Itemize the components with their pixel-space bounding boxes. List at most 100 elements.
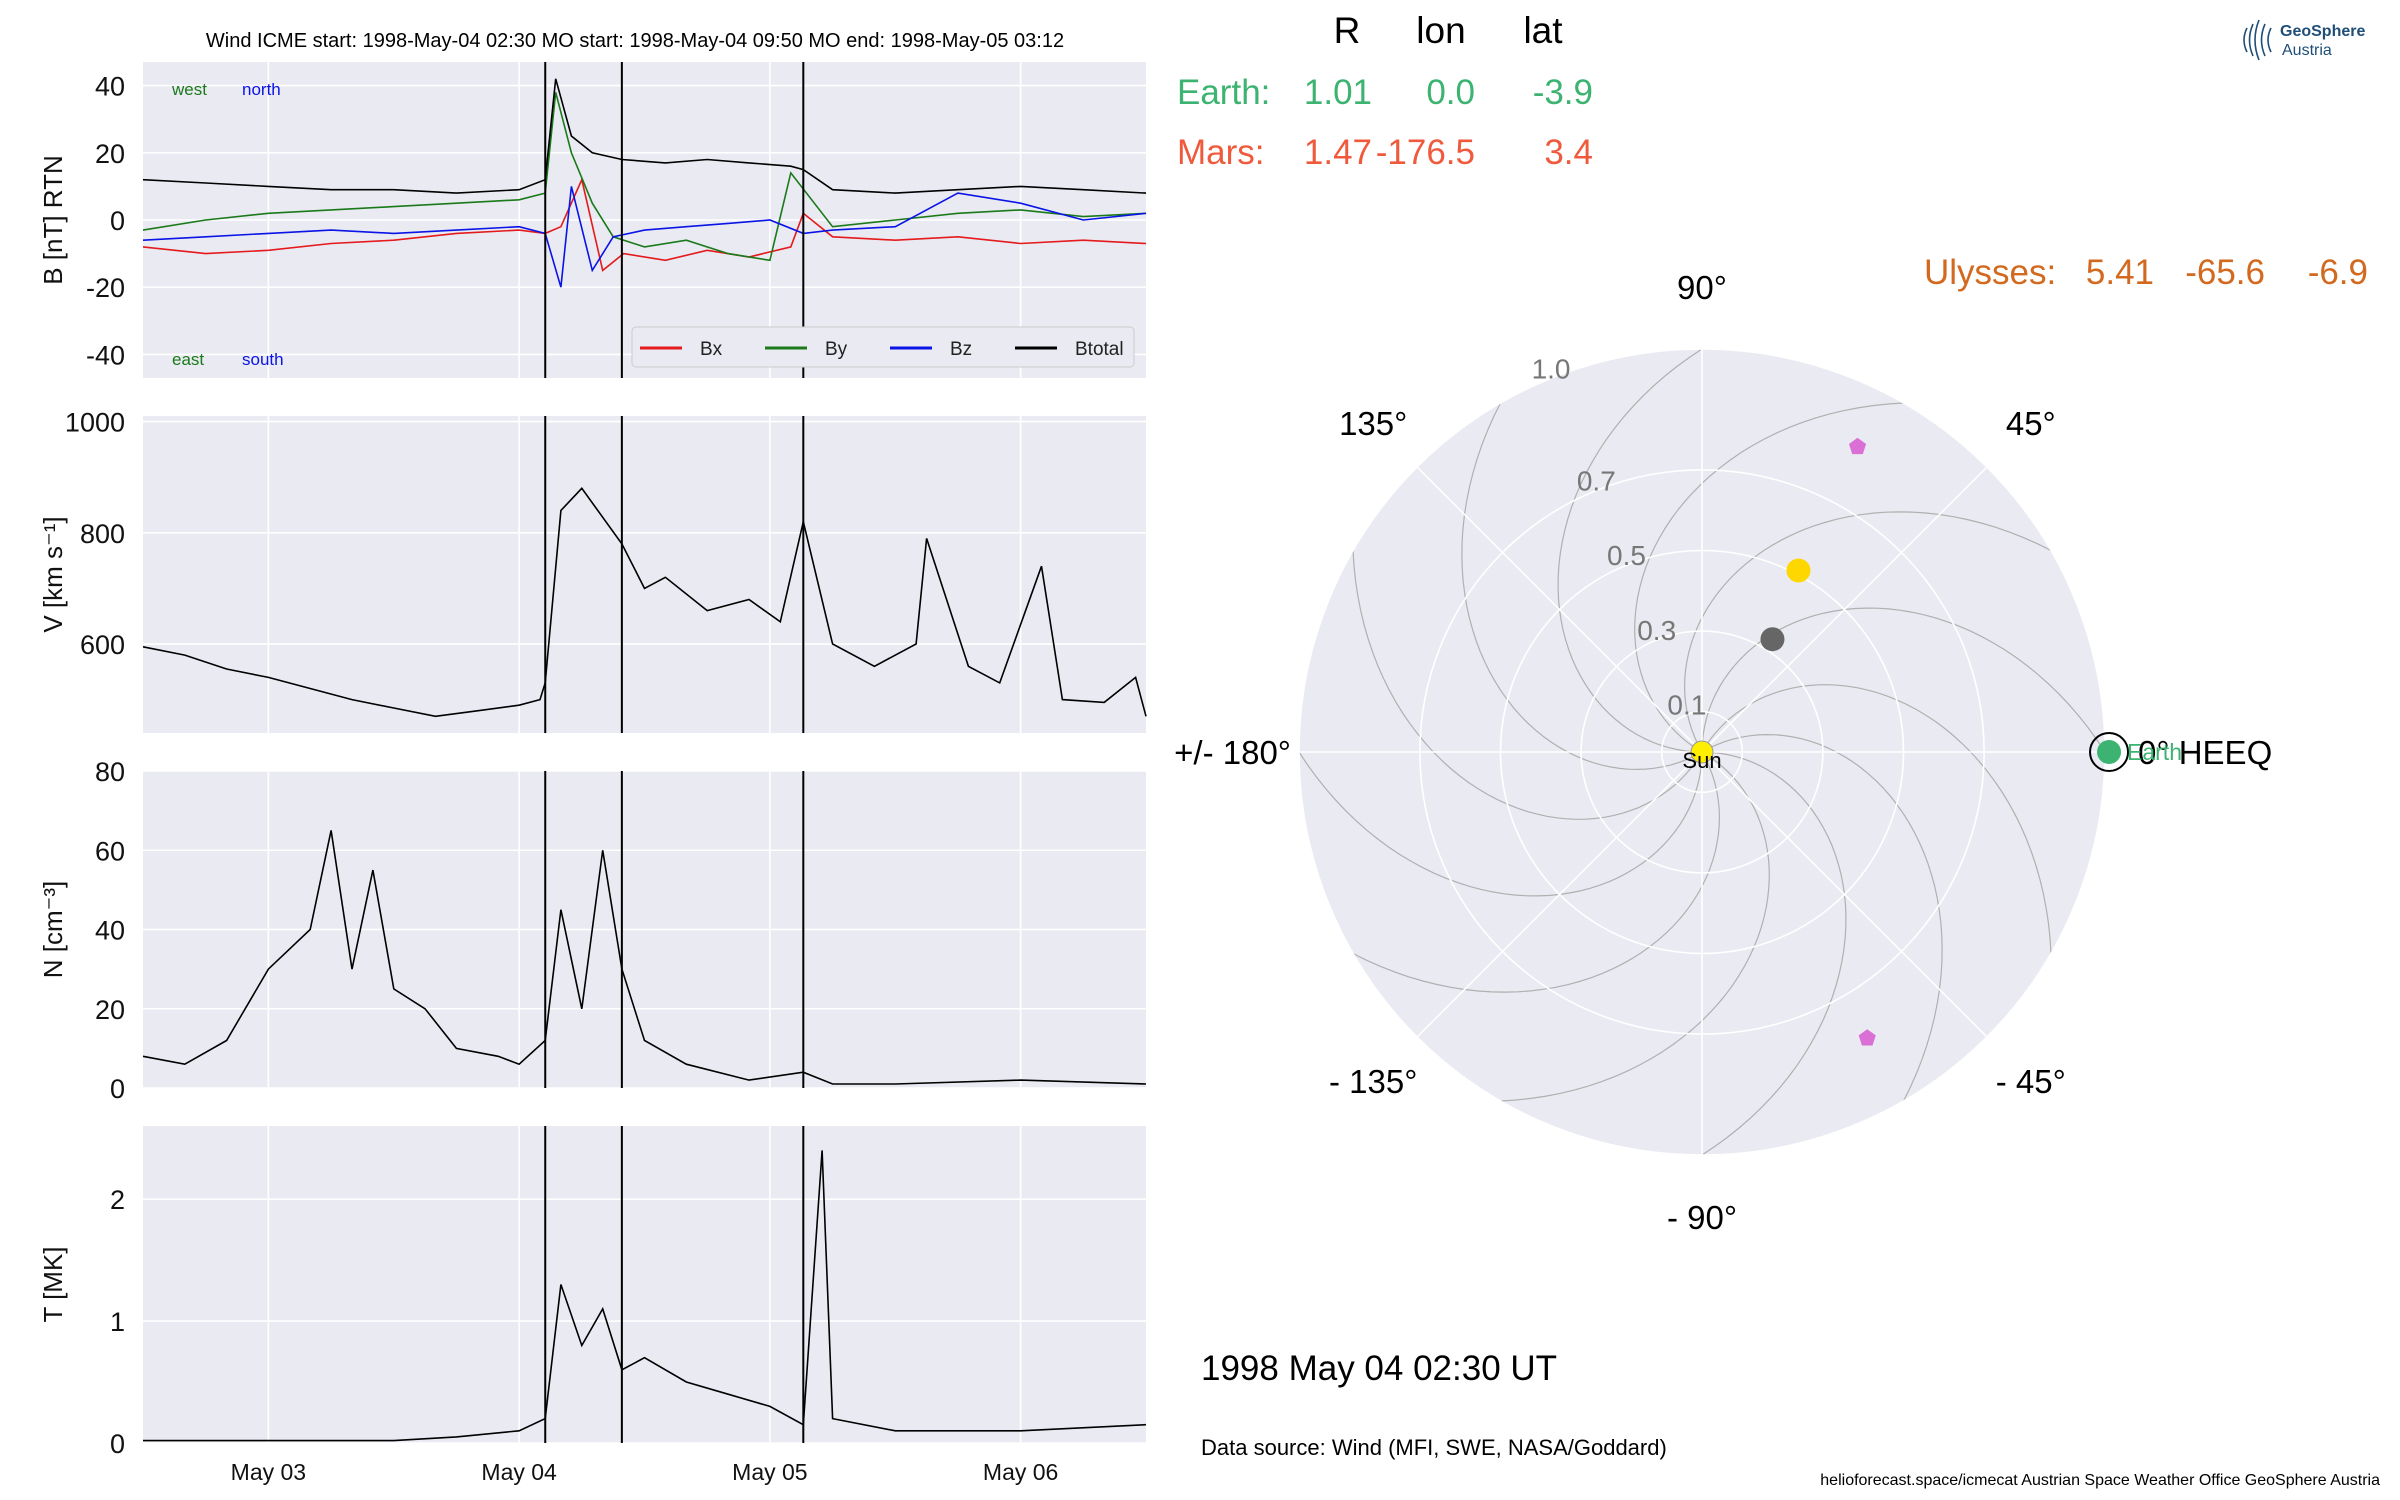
panel-3: 80 60 40 20 0 N [cm⁻³] bbox=[38, 757, 1147, 1104]
table-header-lat: lat bbox=[1523, 10, 1563, 51]
y-tick-label: 2 bbox=[110, 1185, 125, 1215]
parker-spiral bbox=[1299, 559, 1703, 897]
logo-text-2: Austria bbox=[2282, 42, 2332, 59]
panel-4: 2 1 0 T [MK] May 03 May 04 May 05 May 06 bbox=[38, 1126, 1147, 1485]
geosphere-logo-icon bbox=[2243, 19, 2272, 61]
y-tick-label: 0 bbox=[110, 1074, 125, 1104]
plot-title: Wind ICME start: 1998-May-04 02:30 MO st… bbox=[206, 30, 1064, 52]
y-tick-label: 0 bbox=[110, 1429, 125, 1459]
parker-spiral bbox=[1701, 607, 2105, 945]
y-axis-label: B [nT] RTN bbox=[38, 155, 68, 285]
polar-plot: 0.1 0.3 0.5 0.7 1.0 0° HEEQ 45° 90° 135° +/- 180°… bbox=[1174, 269, 2272, 1236]
legend-label: Btotal bbox=[1075, 339, 1124, 360]
y-tick-label: 800 bbox=[80, 519, 125, 549]
data-source: Data source: Wind (MFI, SWE, NASA/Goddar… bbox=[1201, 1435, 1667, 1460]
y-tick-label: 1000 bbox=[65, 408, 125, 438]
legend-box bbox=[631, 326, 1135, 368]
legend-label: By bbox=[825, 339, 848, 360]
corner-label-east: east bbox=[172, 350, 204, 369]
legend: Bx By Bz Btotal bbox=[631, 326, 1135, 368]
y-tick-label: 80 bbox=[95, 757, 125, 787]
corner-label-south: south bbox=[242, 350, 284, 369]
y-tick-label: 60 bbox=[95, 836, 125, 866]
angular-grid-line bbox=[1416, 466, 1703, 753]
spacecraft-marker bbox=[1849, 437, 1867, 455]
y-tick-label: 1 bbox=[110, 1307, 125, 1337]
angle-label: - 45° bbox=[1996, 1063, 2066, 1100]
series-line-data bbox=[143, 1150, 1147, 1442]
parker-spiral bbox=[1509, 751, 1847, 1155]
panel-background bbox=[143, 416, 1146, 733]
angle-label: 90° bbox=[1677, 269, 1727, 306]
x-tick-label: May 04 bbox=[481, 1459, 557, 1485]
row-lat: 3.4 bbox=[1544, 133, 1593, 172]
x-tick-label: May 05 bbox=[732, 1459, 807, 1485]
y-tick-label: 40 bbox=[95, 72, 125, 102]
table-row-mars: Mars: 1.47 -176.5 3.4 bbox=[1177, 133, 1593, 172]
angular-grid-line bbox=[1701, 466, 1988, 753]
panel-2: 1000 800 600 V [km s⁻¹] bbox=[38, 408, 1147, 733]
sun-label: Sun bbox=[1682, 748, 1721, 773]
row-lat: -3.9 bbox=[1533, 73, 1593, 112]
footer-credits: helioforecast.space/icmecat Austrian Spa… bbox=[1820, 1472, 2380, 1489]
table-header-R: R bbox=[1334, 10, 1361, 51]
panel-1: 40 20 0 -20 -40 B [nT] RTN west north east south B… bbox=[38, 62, 1147, 378]
planet-marker bbox=[1786, 558, 1811, 583]
r-tick-label: 0.7 bbox=[1577, 465, 1616, 496]
row-r: 1.01 bbox=[1304, 73, 1372, 112]
table-header-lon: lon bbox=[1416, 10, 1465, 51]
earth-ring bbox=[2089, 732, 2130, 772]
angle-label: 0° HEEQ bbox=[2138, 734, 2272, 771]
row-lon: -65.6 bbox=[2185, 253, 2265, 292]
angle-label: +/- 180° bbox=[1174, 734, 1291, 771]
series-line-bx bbox=[142, 177, 1147, 272]
row-name: Ulysses: bbox=[1924, 253, 2056, 292]
table-row-ulysses: Ulysses: 5.41 -65.6 -6.9 bbox=[1924, 253, 2368, 292]
angular-grid-line bbox=[1701, 751, 1988, 1038]
logo-text-1: GeoSphere bbox=[2280, 23, 2365, 40]
y-axis-label: T [MK] bbox=[38, 1246, 68, 1322]
legend-label: Bz bbox=[950, 339, 972, 360]
angular-grid-line bbox=[1416, 751, 1703, 1038]
legend-label: Bx bbox=[700, 339, 723, 360]
corner-label-west: west bbox=[171, 80, 207, 99]
row-lon: -176.5 bbox=[1376, 133, 1475, 172]
planet-marker bbox=[1760, 627, 1785, 652]
spacecraft-marker bbox=[1858, 1029, 1876, 1046]
panel-background bbox=[143, 1126, 1146, 1443]
r-tick-label: 0.5 bbox=[1607, 540, 1646, 571]
y-tick-label: 20 bbox=[95, 995, 125, 1025]
row-name: Earth: bbox=[1177, 73, 1270, 112]
y-tick-label: 20 bbox=[95, 139, 125, 169]
row-lat: -6.9 bbox=[2308, 253, 2368, 292]
y-tick-label: 40 bbox=[95, 916, 125, 946]
y-tick-label: -20 bbox=[86, 273, 125, 303]
y-axis-label: V [km s⁻¹] bbox=[38, 516, 68, 632]
geosphere-logo: GeoSphere Austria bbox=[2243, 19, 2365, 61]
y-tick-label: -40 bbox=[86, 340, 125, 370]
series-line-data bbox=[142, 487, 1147, 718]
row-name: Mars: bbox=[1177, 133, 1265, 172]
y-axis-label: N [cm⁻³] bbox=[38, 881, 68, 979]
table-row-earth: Earth: 1.01 0.0 -3.9 bbox=[1177, 73, 1593, 112]
row-r: 1.47 bbox=[1304, 133, 1372, 172]
x-tick-label: May 06 bbox=[983, 1459, 1058, 1485]
r-tick-label: 0.3 bbox=[1637, 615, 1676, 646]
y-tick-label: 0 bbox=[110, 206, 125, 236]
x-tick-label: May 03 bbox=[231, 1459, 306, 1485]
r-tick-label: 1.0 bbox=[1532, 353, 1571, 384]
angle-label: - 90° bbox=[1667, 1199, 1737, 1236]
angle-label: 135° bbox=[1339, 405, 1407, 442]
angle-label: 45° bbox=[2006, 405, 2056, 442]
date-label: 1998 May 04 02:30 UT bbox=[1201, 1349, 1557, 1388]
earth-marker bbox=[2097, 740, 2122, 764]
earth-label: Earth bbox=[2127, 739, 2182, 765]
series-line-bz bbox=[142, 186, 1147, 288]
corner-label-north: north bbox=[242, 80, 281, 99]
parker-spiral bbox=[1557, 349, 1895, 753]
row-lon: 0.0 bbox=[1426, 73, 1475, 112]
y-tick-label: 600 bbox=[80, 630, 125, 660]
row-r: 5.41 bbox=[2086, 253, 2154, 292]
